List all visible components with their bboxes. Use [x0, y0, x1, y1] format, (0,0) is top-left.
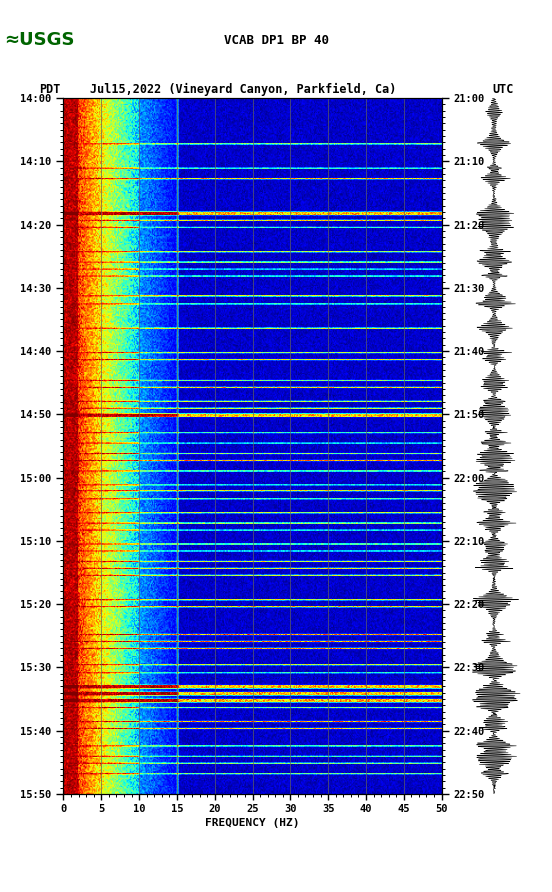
- Text: ≈USGS: ≈USGS: [4, 31, 75, 49]
- Text: UTC: UTC: [492, 83, 513, 96]
- Text: PDT: PDT: [39, 83, 60, 96]
- Text: Jul15,2022 (Vineyard Canyon, Parkfield, Ca): Jul15,2022 (Vineyard Canyon, Parkfield, …: [89, 83, 396, 96]
- Text: VCAB DP1 BP 40: VCAB DP1 BP 40: [224, 34, 328, 46]
- X-axis label: FREQUENCY (HZ): FREQUENCY (HZ): [205, 819, 300, 829]
